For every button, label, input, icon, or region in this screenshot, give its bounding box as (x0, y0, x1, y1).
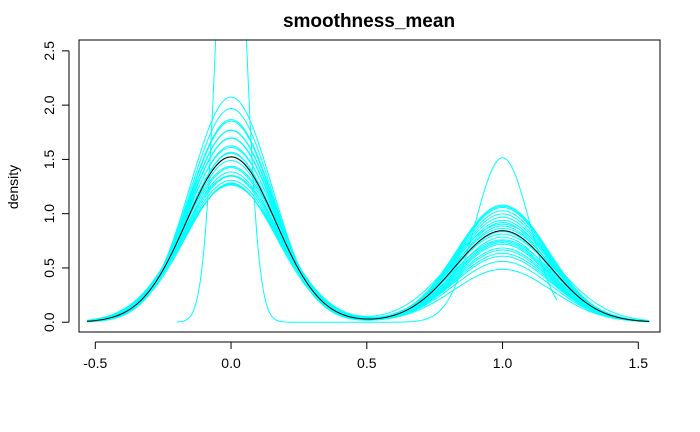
x-tick-label: 0.5 (357, 355, 377, 371)
y-tick-label: 0.5 (41, 258, 57, 278)
imputed-density-curve-18 (87, 156, 650, 322)
curves-group (87, 40, 650, 323)
imputed-density-curve-23 (87, 184, 650, 321)
y-axis-label: density (5, 165, 21, 209)
imputed-density-curve-narrow (176, 40, 558, 323)
y-tick-label: 0.0 (41, 312, 57, 332)
chart-title: smoothness_mean (283, 11, 455, 32)
x-tick-label: -0.5 (83, 355, 107, 371)
y-tick-label: 2.0 (41, 95, 57, 115)
y-axis: 0.0 0.5 1.0 1.5 2.0 2.5 (41, 41, 70, 332)
x-tick-label: 0.0 (221, 355, 241, 371)
x-tick-label: 1.5 (629, 355, 649, 371)
observed-density-curve (87, 156, 650, 322)
x-axis: -0.5 0.0 0.5 1.0 1.5 (83, 341, 649, 371)
y-tick-label: 1.5 (41, 149, 57, 169)
y-tick-label: 2.5 (41, 41, 57, 61)
plot-frame (78, 39, 661, 333)
y-tick-label: 1.0 (41, 204, 57, 224)
imputed-density-curve-8 (87, 160, 650, 323)
x-tick-label: 1.0 (493, 355, 513, 371)
